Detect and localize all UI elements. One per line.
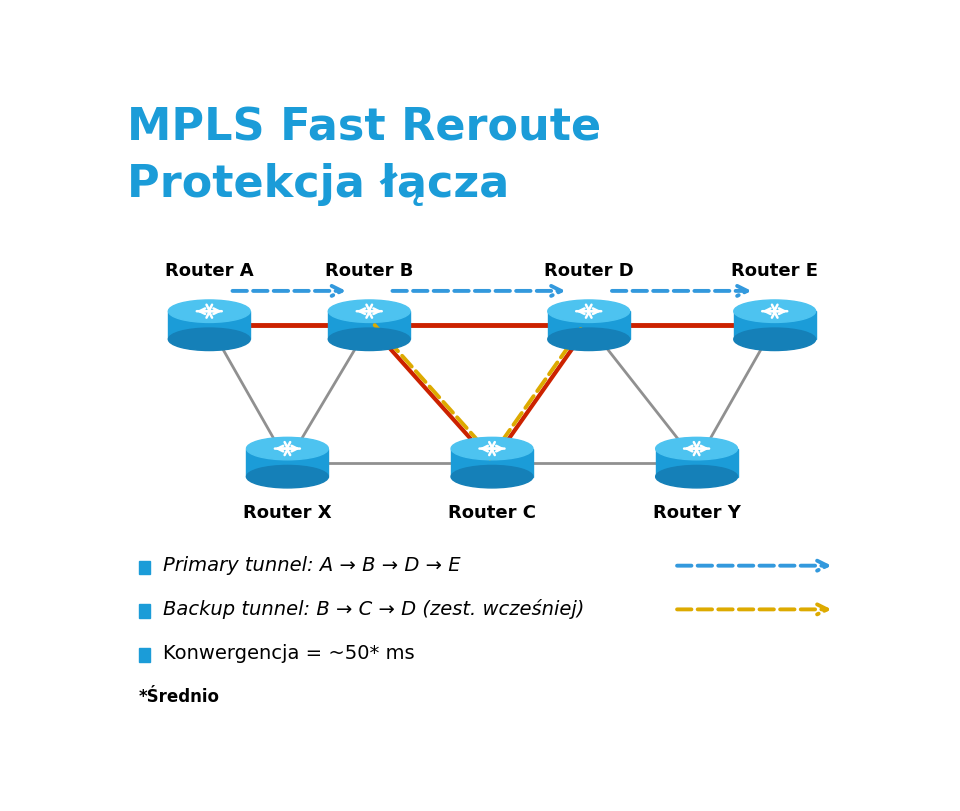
Text: Router B: Router B (325, 262, 414, 280)
Bar (247, 448, 328, 477)
Text: Router A: Router A (165, 262, 253, 280)
Text: Router D: Router D (544, 262, 634, 280)
Bar (168, 311, 251, 339)
Bar (733, 311, 816, 339)
Text: MPLS Fast Reroute: MPLS Fast Reroute (128, 107, 602, 150)
Text: Protekcja łącza: Protekcja łącza (128, 163, 510, 206)
Text: Router X: Router X (243, 504, 332, 521)
Ellipse shape (733, 328, 816, 350)
Ellipse shape (328, 328, 410, 350)
Text: Router Y: Router Y (653, 504, 740, 521)
Ellipse shape (451, 437, 533, 460)
Text: Router E: Router E (732, 262, 818, 280)
Text: Backup tunnel: B → C → D (zest. wcześniej): Backup tunnel: B → C → D (zest. wcześnie… (163, 599, 585, 620)
Text: Router C: Router C (448, 504, 536, 521)
Bar (138, 604, 150, 618)
Bar (138, 560, 150, 574)
Ellipse shape (328, 300, 410, 323)
Bar (548, 311, 630, 339)
Ellipse shape (451, 466, 533, 488)
Bar (328, 311, 410, 339)
Ellipse shape (548, 328, 630, 350)
Ellipse shape (247, 466, 328, 488)
Ellipse shape (733, 300, 816, 323)
Ellipse shape (247, 437, 328, 460)
Ellipse shape (168, 300, 251, 323)
Text: *Średnio: *Średnio (138, 689, 220, 706)
Bar (451, 448, 533, 477)
Text: Primary tunnel: A → B → D → E: Primary tunnel: A → B → D → E (163, 556, 461, 575)
Ellipse shape (656, 466, 737, 488)
Ellipse shape (656, 437, 737, 460)
Bar (138, 648, 150, 662)
Text: Konwergencja = ~50* ms: Konwergencja = ~50* ms (163, 644, 415, 663)
Ellipse shape (548, 300, 630, 323)
Ellipse shape (168, 328, 251, 350)
Bar (656, 448, 737, 477)
